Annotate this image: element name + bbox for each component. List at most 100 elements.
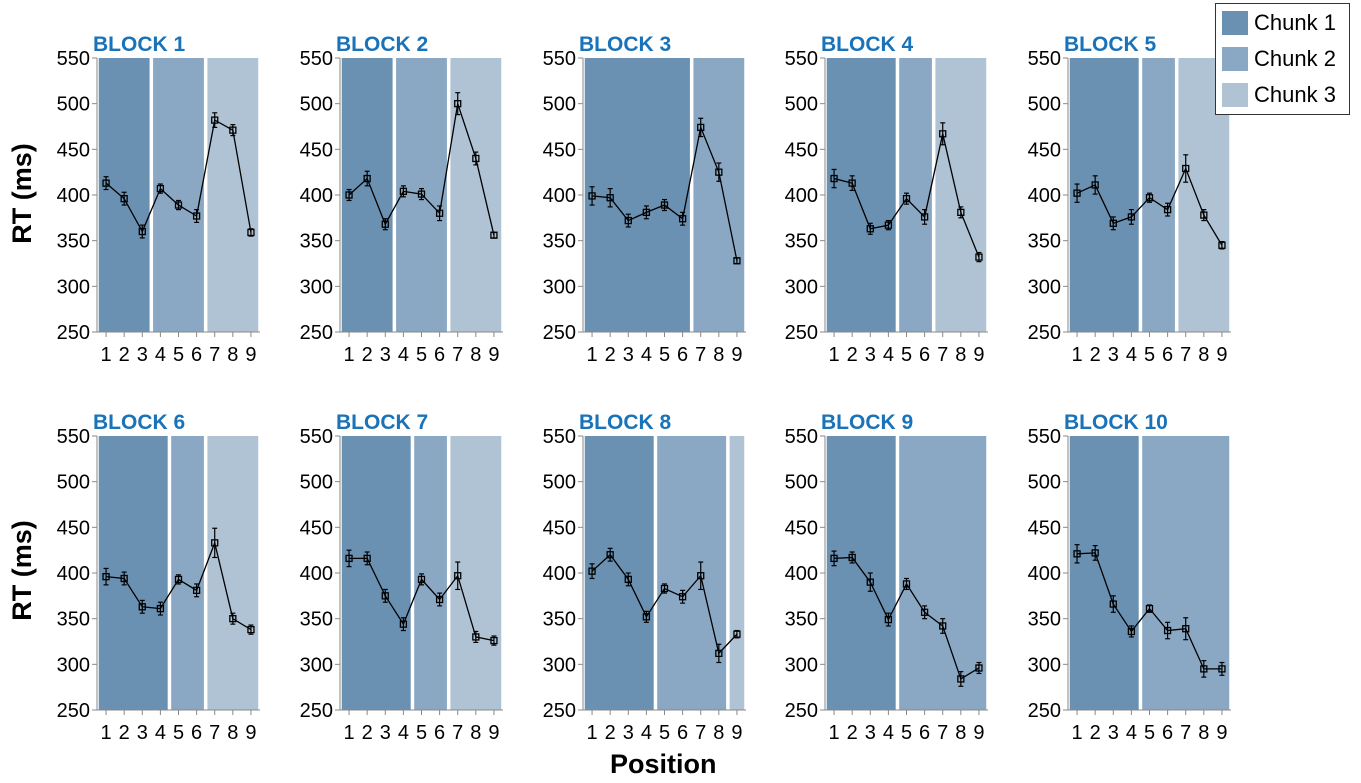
data-point [1163, 626, 1172, 635]
y-tick-label: 500 [785, 472, 818, 494]
y-tick-label: 450 [57, 139, 90, 161]
x-tick-label: 4 [641, 722, 652, 744]
y-tick-label: 450 [1028, 517, 1061, 539]
data-point [102, 573, 110, 581]
legend-item-chunk-2: Chunk 2 [1222, 44, 1336, 74]
y-tick-label: 400 [543, 185, 576, 207]
x-tick-label: 6 [677, 722, 688, 744]
data-point [435, 209, 444, 217]
x-tick-label: 6 [434, 344, 445, 366]
y-tick-label: 300 [785, 654, 818, 676]
y-tick-label: 400 [57, 185, 90, 207]
data-point [884, 615, 893, 624]
data-point [345, 554, 353, 563]
y-tick-label: 500 [57, 472, 90, 494]
x-tick-label: 6 [434, 722, 445, 744]
x-tick-label: 4 [398, 722, 409, 744]
y-tick-label: 300 [785, 276, 818, 298]
data-point [957, 208, 965, 217]
block-title: BLOCK 3 [579, 33, 671, 56]
data-point [606, 194, 614, 202]
x-tick-label: 2 [119, 722, 130, 744]
x-tick-label: 1 [1071, 344, 1082, 366]
y-tick-label: 300 [300, 654, 333, 676]
y-tick-label: 250 [300, 322, 333, 344]
x-tick-label: 7 [937, 344, 948, 366]
legend-swatch-chunk-1 [1222, 11, 1248, 35]
y-tick-label: 550 [57, 426, 90, 448]
x-tick-label: 8 [1198, 344, 1209, 366]
data-point [472, 633, 480, 641]
y-tick-label: 350 [785, 231, 818, 253]
x-tick-label: 9 [245, 344, 256, 366]
data-point [211, 539, 219, 547]
block-title: BLOCK 4 [821, 33, 913, 56]
y-tick-label: 350 [57, 231, 90, 253]
chunk-band-2 [693, 58, 745, 332]
data-point [417, 190, 426, 198]
x-tick-label: 6 [1162, 722, 1173, 744]
chart-block-8: 250 300 350 400 450 500 550 1 2 3 4 5 6 7 8 9 BLOCK 8 [543, 411, 746, 744]
x-tick-label: 4 [1126, 344, 1137, 366]
data-point [848, 553, 856, 562]
x-tick-label: 5 [659, 722, 670, 744]
x-tick-label: 2 [119, 344, 130, 366]
x-tick-label: 5 [416, 344, 427, 366]
y-tick-label: 500 [57, 94, 90, 116]
chunk-band-2 [171, 436, 204, 710]
data-point [678, 215, 687, 223]
y-tick-label: 450 [57, 517, 90, 539]
y-tick-label: 350 [57, 609, 90, 631]
x-tick-label: 9 [245, 722, 256, 744]
y-tick-label: 400 [1028, 563, 1061, 585]
x-tick-label: 5 [1144, 722, 1155, 744]
x-tick-label: 8 [470, 722, 481, 744]
data-point [660, 584, 669, 593]
data-point [884, 221, 893, 229]
x-tick-label: 9 [1216, 344, 1227, 366]
y-tick-label: 350 [785, 609, 818, 631]
legend-item-chunk-1: Chunk 1 [1222, 8, 1336, 38]
data-point [138, 227, 146, 236]
chunk-band-3 [207, 436, 259, 710]
x-tick-label: 7 [937, 722, 948, 744]
x-tick-label: 7 [452, 344, 463, 366]
y-tick-label: 500 [785, 94, 818, 116]
legend-label-chunk-3: Chunk 3 [1254, 82, 1336, 107]
chart-block-2: 250 300 350 400 450 500 550 1 2 3 4 5 6 7 8 9 BLOCK 2 [300, 33, 503, 366]
data-point [345, 191, 353, 199]
data-point [247, 625, 255, 634]
data-point [399, 187, 408, 195]
x-tick-label: 9 [731, 722, 742, 744]
x-tick-label: 3 [865, 344, 876, 366]
y-tick-label: 350 [300, 609, 333, 631]
data-point [678, 593, 687, 601]
data-point [472, 154, 480, 163]
chunk-band-3 [207, 58, 259, 332]
y-tick-label: 500 [543, 94, 576, 116]
y-tick-label: 300 [300, 276, 333, 298]
block-title: BLOCK 9 [821, 411, 913, 434]
x-tick-label: 3 [380, 722, 391, 744]
block-title: BLOCK 7 [336, 411, 428, 434]
y-tick-label: 550 [1028, 48, 1061, 70]
y-tick-label: 550 [300, 426, 333, 448]
x-tick-label: 7 [1180, 722, 1191, 744]
y-tick-label: 500 [300, 94, 333, 116]
chart-block-10: 250 300 350 400 450 500 550 1 2 3 4 5 6 7 8 9 BLOCK 10 [1028, 411, 1231, 744]
x-tick-label: 9 [1216, 722, 1227, 744]
data-point [920, 608, 929, 616]
chunk-band-2 [899, 58, 932, 332]
data-point [435, 595, 444, 604]
data-point [939, 130, 947, 138]
block-title: BLOCK 5 [1064, 33, 1156, 56]
chunk-band-1 [1069, 436, 1139, 710]
x-tick-label: 3 [380, 344, 391, 366]
data-point [830, 174, 838, 183]
data-point [733, 257, 741, 265]
x-tick-label: 2 [605, 344, 616, 366]
x-tick-label: 6 [919, 344, 930, 366]
data-point [102, 179, 110, 187]
x-tick-label: 3 [1108, 722, 1119, 744]
data-point [1109, 600, 1117, 608]
